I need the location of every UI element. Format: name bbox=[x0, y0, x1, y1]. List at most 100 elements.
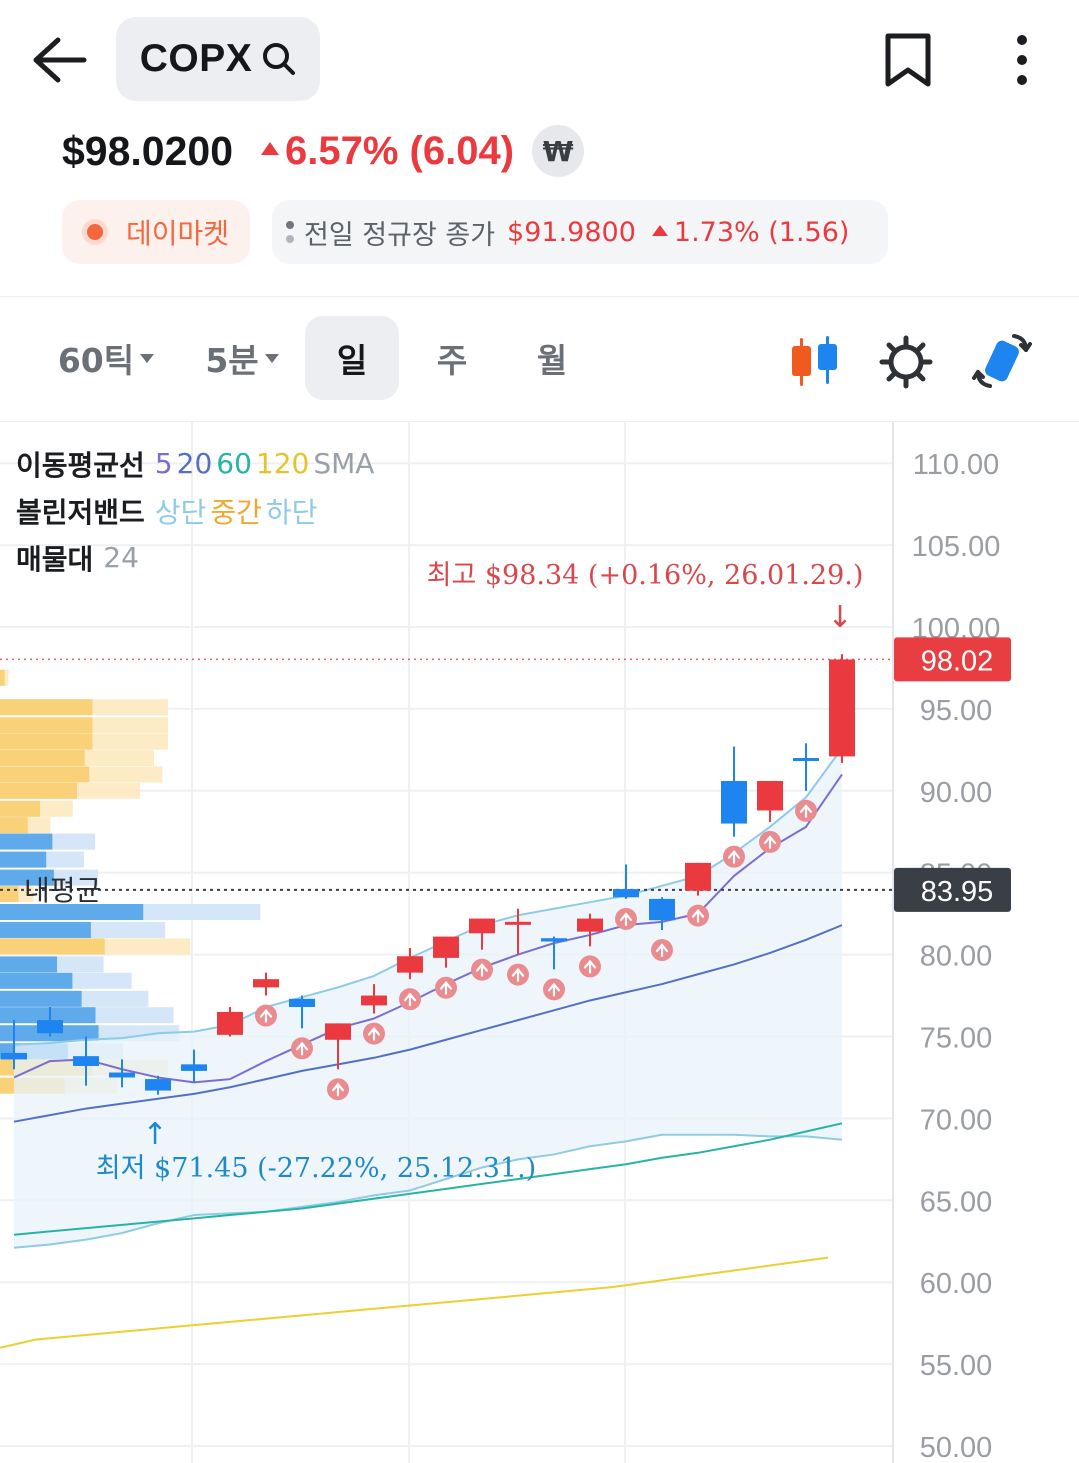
legend-bb-lower: 하단 bbox=[265, 495, 318, 529]
legend-bollinger[interactable]: 볼린저밴드 상단 중간 하단 bbox=[16, 487, 374, 534]
candle-body bbox=[613, 889, 639, 898]
tab-weekly[interactable]: 주 bbox=[410, 316, 494, 400]
tab-monthly[interactable]: 월 bbox=[510, 316, 594, 400]
indicator-legend[interactable]: 이동평균선 5 20 60 120 SMA 볼린저밴드 상단 중간 하단 매물대… bbox=[16, 440, 374, 581]
volume-profile-bar bbox=[0, 800, 41, 817]
candle-type-icon bbox=[792, 336, 837, 386]
buy-signal-arrow bbox=[547, 982, 561, 997]
legend-moving-average[interactable]: 이동평균선 5 20 60 120 SMA bbox=[16, 440, 374, 487]
ma20-line bbox=[13, 924, 843, 1123]
candle-body bbox=[577, 918, 603, 932]
tab-daily[interactable]: 일 bbox=[305, 316, 399, 400]
buy-signal-arrow bbox=[727, 849, 741, 864]
chart-settings-button[interactable] bbox=[878, 334, 934, 390]
volume-profile-bar bbox=[0, 1007, 96, 1024]
volume-profile-bar bbox=[0, 766, 90, 783]
current-price: $98.0200 bbox=[62, 127, 234, 174]
volume-profile-bar bbox=[0, 717, 93, 734]
buy-signal-arrow bbox=[367, 1026, 381, 1041]
candle-body bbox=[505, 921, 531, 925]
rotate-screen-button[interactable] bbox=[972, 334, 1032, 390]
buy-signal-arrow bbox=[619, 912, 633, 927]
candle-type-button[interactable] bbox=[786, 334, 842, 390]
y-tick-label: 110.00 bbox=[913, 449, 1000, 481]
price-change-value: 6.57% (6.04) bbox=[285, 128, 515, 173]
candle-body bbox=[757, 780, 783, 811]
y-tick-label: 90.00 bbox=[920, 777, 993, 809]
session-badge[interactable]: 데이마켓 bbox=[62, 200, 250, 264]
candle-body bbox=[145, 1079, 171, 1091]
legend-volume-profile[interactable]: 매물대 24 bbox=[16, 534, 374, 581]
volume-profile-bar bbox=[0, 817, 28, 834]
buy-signal-arrow bbox=[511, 967, 525, 982]
low-arrow-icon: ↑ bbox=[142, 1117, 167, 1152]
previous-close-label: 전일 정규장 종가 bbox=[304, 219, 496, 251]
more-menu-button[interactable] bbox=[1000, 30, 1044, 90]
candle-body bbox=[829, 659, 855, 757]
ma60-line bbox=[13, 1122, 843, 1236]
search-icon bbox=[263, 43, 296, 75]
candle-body bbox=[397, 956, 423, 973]
ticker-search-button[interactable]: COPX bbox=[116, 17, 320, 101]
candle-body bbox=[73, 1056, 99, 1066]
volume-profile-bar bbox=[0, 851, 47, 868]
up-triangle-icon bbox=[261, 141, 280, 155]
tab-60-tick[interactable]: 60틱 bbox=[46, 316, 166, 400]
candlestick-chart[interactable]: 110.00105.00100.0095.0090.0085.0080.0075… bbox=[0, 422, 1079, 1463]
current-price-tag bbox=[894, 637, 1011, 682]
candle-body bbox=[253, 979, 279, 988]
candle-body bbox=[649, 898, 675, 921]
volume-profile-bar bbox=[0, 956, 57, 973]
legend-vp-label: 매물대 bbox=[16, 542, 94, 576]
up-triangle-icon bbox=[651, 224, 668, 236]
ticker-symbol: COPX bbox=[139, 37, 253, 80]
legend-ma20: 20 bbox=[176, 447, 213, 480]
candle-body bbox=[361, 995, 387, 1006]
buy-signal-arrow bbox=[259, 1008, 273, 1023]
bollinger-band-fill bbox=[14, 748, 842, 1248]
volume-profile-bar bbox=[0, 699, 93, 716]
buy-signal-arrow bbox=[799, 804, 813, 818]
price-change: 6.57% (6.04) bbox=[261, 129, 514, 174]
y-tick-label: 50.00 bbox=[920, 1432, 993, 1463]
candle-body bbox=[217, 1011, 243, 1035]
back-button[interactable] bbox=[28, 30, 90, 90]
session-toggle-dots-icon bbox=[286, 221, 294, 243]
candle-body bbox=[721, 780, 747, 824]
legend-vp-value: 24 bbox=[103, 541, 139, 574]
legend-ma-type: SMA bbox=[313, 447, 375, 480]
caret-down-icon bbox=[140, 353, 155, 363]
bookmark-button[interactable] bbox=[880, 30, 936, 90]
legend-ma5: 5 bbox=[154, 447, 173, 480]
period-toolbar: 60틱 5분 일 주 월 bbox=[0, 316, 1079, 402]
session-label: 데이마켓 bbox=[126, 217, 230, 250]
legend-ma-label: 이동평균선 bbox=[16, 448, 145, 482]
legend-ma-period: 5 20 60 120 SMA bbox=[155, 447, 375, 480]
high-arrow-icon: ↓ bbox=[827, 600, 852, 635]
volume-profile-bar bbox=[0, 782, 77, 799]
volume-profile-bar bbox=[0, 885, 19, 902]
buy-signal-arrow bbox=[439, 980, 453, 995]
candle-body bbox=[469, 918, 495, 934]
top-bar: COPX bbox=[0, 0, 1079, 118]
candle-body bbox=[541, 938, 567, 942]
bookmark-icon bbox=[885, 33, 931, 87]
y-tick-label: 95.00 bbox=[920, 695, 993, 727]
legend-bb-middle: 중간 bbox=[210, 495, 262, 529]
buy-signal-arrow bbox=[655, 943, 669, 958]
session-dot-icon bbox=[82, 219, 108, 245]
high-price-annotation: 최고 $98.34 (+0.16%, 26.01.29.) bbox=[427, 560, 864, 591]
ma120-line bbox=[0, 1256, 829, 1349]
average-price-tag-label: 83.95 bbox=[921, 876, 994, 908]
buy-signal-arrow bbox=[295, 1041, 309, 1056]
y-tick-label: 65.00 bbox=[920, 1186, 993, 1218]
volume-profile-bar bbox=[0, 733, 93, 750]
bollinger-lower-line bbox=[13, 1133, 843, 1249]
y-tick-label: 55.00 bbox=[920, 1350, 993, 1382]
buy-signal-arrow bbox=[691, 908, 705, 923]
tab-5-minute[interactable]: 5분 bbox=[192, 316, 292, 400]
volume-profile-bar bbox=[0, 869, 54, 886]
caret-down-icon bbox=[264, 353, 279, 363]
currency-toggle-button[interactable]: ₩ bbox=[532, 125, 585, 177]
previous-close-chip[interactable]: 전일 정규장 종가 $91.9800 1.73% (1.56) bbox=[272, 200, 888, 264]
